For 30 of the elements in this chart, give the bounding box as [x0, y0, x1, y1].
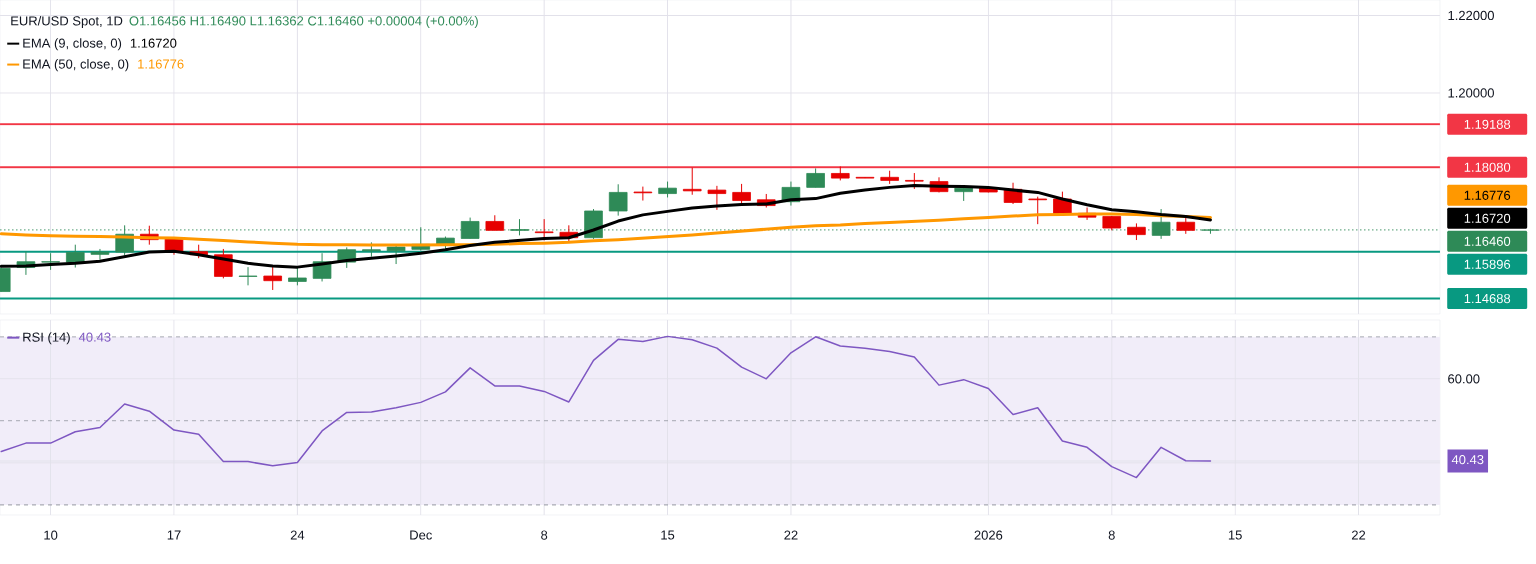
- text: O1.16456 H1.16490 L1.16362 C1.16460 +0.00004 (+0.00%): [129, 15, 478, 29]
- x-tick-label: 17: [167, 530, 181, 540]
- x-tick-label: 8: [1108, 530, 1115, 540]
- legend-label: EMA (9, close, 0): [23, 38, 122, 51]
- y-tick-label: 1.22000: [1448, 10, 1494, 21]
- ref-line-label: 1.14688: [1464, 293, 1511, 304]
- annotation: 40.43: [78, 332, 111, 342]
- x-tick-label: Dec: [410, 530, 432, 540]
- annotation: 1.16776: [138, 59, 184, 69]
- ref-line-label: 1.15896: [1464, 259, 1511, 269]
- legend-label: RSI (14): [23, 332, 70, 345]
- legend-label: EMA (50, close, 0): [23, 59, 129, 72]
- y-tick-label: 40.43: [1451, 454, 1484, 465]
- ref-line-label: 1.18080: [1464, 162, 1511, 172]
- text: 1.16720: [1464, 213, 1511, 223]
- ref-line-label: 1.16460: [1464, 236, 1511, 246]
- x-tick-label: 15: [661, 530, 675, 540]
- x-tick-label: 22: [1351, 530, 1366, 540]
- text: 1.16776: [1464, 190, 1511, 200]
- y-tick-label: 60.00: [1448, 374, 1480, 384]
- y-tick-label: 1.20000: [1448, 88, 1494, 98]
- annotation: 1.16720: [130, 38, 177, 48]
- ref-line-label: 1.19188: [1464, 119, 1511, 129]
- text: EUR/USD Spot, 1D: [11, 15, 123, 29]
- x-tick-label: 15: [1228, 530, 1242, 540]
- x-tick-label: 22: [784, 530, 798, 540]
- x-tick-label: 8: [541, 530, 548, 540]
- x-tick-label: 10: [44, 530, 58, 540]
- x-tick-label: 24: [290, 530, 305, 540]
- x-tick-label: 2026: [974, 530, 1003, 540]
